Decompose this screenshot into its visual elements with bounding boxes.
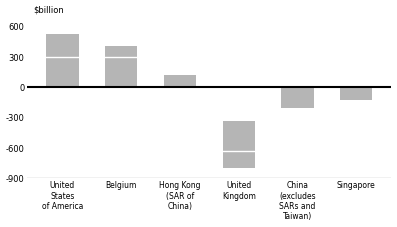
Bar [46, 57, 79, 87]
Text: $billion: $billion [33, 6, 64, 15]
Bar [223, 151, 255, 168]
Bar [46, 34, 79, 57]
Bar [105, 57, 137, 87]
Bar [281, 87, 314, 108]
Bar [164, 75, 196, 87]
Bar [223, 121, 255, 151]
Bar [105, 46, 137, 57]
Bar [340, 87, 372, 100]
